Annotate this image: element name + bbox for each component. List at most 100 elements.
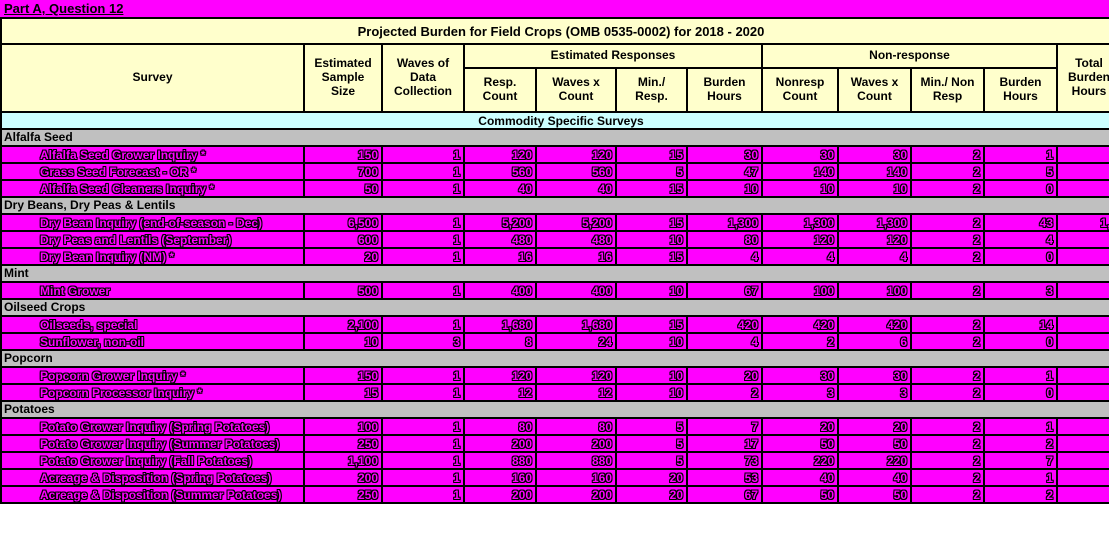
value-cell: 2 <box>910 332 985 351</box>
value-cell: 4 <box>686 332 763 351</box>
value-cell: 15 <box>615 145 688 164</box>
survey-cell: Alfalfa Seed Grower Inquiry * <box>0 145 305 164</box>
value-cell: 5,200 <box>535 213 617 232</box>
survey-cell: Popcorn Grower Inquiry * <box>0 366 305 385</box>
survey-cell: Grass Seed Forecast - OR * <box>0 162 305 181</box>
value-cell: 1 <box>381 485 465 504</box>
value-cell: 1,100 <box>303 451 383 470</box>
value-cell: 880 <box>535 451 617 470</box>
data-row: Acreage & Disposition (Spring Potatoes) 2… <box>0 468 1109 487</box>
value-cell: 50 <box>303 179 383 198</box>
col-header-waves-x-count: Waves x Count <box>535 67 617 113</box>
col-group-nonresponse: Non-response <box>761 43 1058 69</box>
survey-cell: Acreage & Disposition (Spring Potatoes) <box>0 468 305 487</box>
value-cell: 400 <box>535 281 617 300</box>
section-title: Potatoes <box>0 400 1109 419</box>
value-cell: 1 <box>381 434 465 453</box>
section-title: Mint <box>0 264 1109 283</box>
col-header-waves: Waves of Data Collection <box>381 43 465 113</box>
value-cell: 1 <box>983 366 1058 385</box>
value-cell: 2 <box>910 383 985 402</box>
value-cell: 200 <box>463 485 537 504</box>
value-cell: 120 <box>837 230 912 249</box>
section-title: Oilseed Crops <box>0 298 1109 317</box>
section-header-row: Popcorn <box>0 349 1109 368</box>
value-cell: 2 <box>910 247 985 266</box>
survey-cell: Dry Peas and Lentils (September) <box>0 230 305 249</box>
value-cell: 24 <box>535 332 617 351</box>
header-group-row: Survey Estimated Sample Size Waves of Da… <box>0 43 1109 113</box>
value-cell: 1 <box>381 145 465 164</box>
value-cell: 16 <box>535 247 617 266</box>
value-cell: 0 <box>983 179 1058 198</box>
value-cell: 10 <box>615 281 688 300</box>
col-header-survey: Survey <box>0 43 305 113</box>
section-header-row: Dry Beans, Dry Peas & Lentils <box>0 196 1109 215</box>
value-cell: 4 <box>983 230 1058 249</box>
value-cell: 15 <box>303 383 383 402</box>
data-row: Potato Grower Inquiry (Summer Potatoes) 2… <box>0 434 1109 453</box>
value-cell: 15 <box>615 315 688 334</box>
value-cell: 5 <box>615 162 688 181</box>
value-cell: 73 <box>686 451 763 470</box>
value-cell: 140 <box>837 162 912 181</box>
value-cell: 500 <box>303 281 383 300</box>
data-row: Alfalfa Seed Grower Inquiry * 150 1 120 120 1… <box>0 145 1109 164</box>
col-header-burden-hours-2: Burden Hours <box>983 67 1058 113</box>
col-header-nonresp-count: Nonresp Count <box>761 67 839 113</box>
value-cell: 120 <box>535 145 617 164</box>
value-cell <box>1056 417 1109 436</box>
value-cell: 15 <box>615 247 688 266</box>
value-cell: 4 <box>686 247 763 266</box>
value-cell: 200 <box>535 485 617 504</box>
value-cell: 420 <box>837 315 912 334</box>
value-cell: 1 <box>381 230 465 249</box>
value-cell: 80 <box>535 417 617 436</box>
value-cell: 47 <box>686 162 763 181</box>
value-cell: 2 <box>910 315 985 334</box>
value-cell: 2 <box>910 162 985 181</box>
value-cell: 2 <box>910 485 985 504</box>
value-cell: 150 <box>303 366 383 385</box>
value-cell: 3 <box>761 383 839 402</box>
value-cell: 50 <box>837 485 912 504</box>
value-cell: 1 <box>983 417 1058 436</box>
table-body: Alfalfa Seed Alfalfa Seed Grower Inquiry … <box>0 128 1109 504</box>
value-cell: 560 <box>535 162 617 181</box>
value-cell: 40 <box>535 179 617 198</box>
value-cell: 160 <box>463 468 537 487</box>
value-cell: 400 <box>463 281 537 300</box>
value-cell: 50 <box>837 434 912 453</box>
col-header-total-burden: Total Burden Hours <box>1056 43 1109 113</box>
value-cell: 20 <box>761 417 839 436</box>
value-cell: 10 <box>615 332 688 351</box>
value-cell: 43 <box>983 213 1058 232</box>
value-cell: 12 <box>463 383 537 402</box>
value-cell: 1 <box>381 281 465 300</box>
col-header-resp-count: Resp. Count <box>463 67 537 113</box>
value-cell: 0 <box>983 332 1058 351</box>
value-cell: 10 <box>303 332 383 351</box>
value-cell: 1 <box>381 179 465 198</box>
data-row: Potato Grower Inquiry (Spring Potatoes) 1… <box>0 417 1109 436</box>
value-cell: 14 <box>983 315 1058 334</box>
part-question-label: Part A, Question 12 <box>4 1 124 16</box>
survey-cell: Dry Bean Inquiry (end-of-season - Dec) <box>0 213 305 232</box>
section-header-row: Oilseed Crops <box>0 298 1109 317</box>
value-cell: 80 <box>463 417 537 436</box>
data-row: Popcorn Processor Inquiry * 15 1 12 12 10 2 3 3 2… <box>0 383 1109 402</box>
value-cell: 2 <box>910 366 985 385</box>
value-cell: 560 <box>463 162 537 181</box>
header-sub-row: Resp. Count Waves x Count Min./ Resp. Bu… <box>1 67 1109 113</box>
value-cell: 220 <box>761 451 839 470</box>
value-cell: 10 <box>615 366 688 385</box>
col-header-burden-hours: Burden Hours <box>686 67 763 113</box>
value-cell: 200 <box>463 434 537 453</box>
value-cell: 2 <box>983 434 1058 453</box>
data-row: Dry Bean Inquiry (end-of-season - Dec) 6,… <box>0 213 1109 232</box>
value-cell: 7 <box>686 417 763 436</box>
value-cell: 1 <box>381 247 465 266</box>
value-cell: 53 <box>686 468 763 487</box>
value-cell: 250 <box>303 485 383 504</box>
value-cell: 40 <box>463 179 537 198</box>
